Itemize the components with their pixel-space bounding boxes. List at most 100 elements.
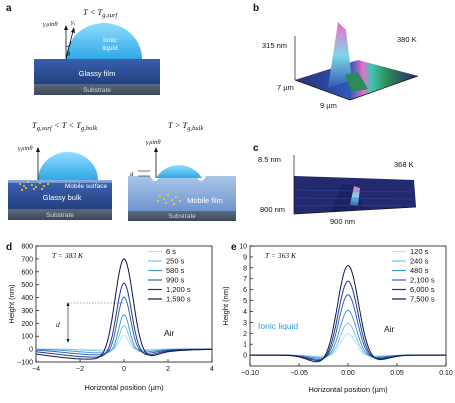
legend-entry: 2,100 s — [410, 276, 435, 285]
legend-entry: 990 s — [166, 276, 185, 285]
y-tick-label: 8 — [243, 265, 247, 272]
mobile-surface-layer — [8, 178, 112, 183]
panel-d-label: d — [6, 242, 12, 253]
legend-entry: 250 s — [166, 257, 185, 266]
ionic-liquid-drop — [66, 23, 142, 59]
condition-left: Tg,surf < T < Tg,bulk — [32, 120, 97, 132]
panel-b: b 315 nm 7 µm 9 µm 380 K — [253, 3, 419, 110]
gamma-sin-left: γlsinθ — [18, 145, 33, 153]
x-tick-label: 0 — [122, 366, 126, 373]
condition-right: T > Tg,bulk — [168, 120, 203, 132]
x-tick-label: 4 — [210, 366, 214, 373]
substrate-left-layer — [8, 209, 112, 220]
legend-entry: 6,000 s — [410, 285, 435, 294]
schematic-bottom-left: Tg,surf < T < Tg,bulk Mobile surface Gla… — [8, 120, 112, 220]
y-tick-label: 4 — [243, 309, 247, 316]
panel-c-label: c — [253, 143, 259, 154]
y-tick-label: 6 — [243, 287, 247, 294]
x-tick-label: −0.10 — [241, 370, 259, 377]
substrate-right-layer — [128, 211, 236, 221]
legend-entry: 480 s — [410, 266, 429, 275]
schematic-top: T < Tg,surf Glassy film Substrate Ionic … — [34, 7, 160, 95]
y-tick-label: −100 — [17, 360, 33, 367]
b-y-label: 7 µm — [277, 83, 294, 92]
y-tick-label: 400 — [21, 295, 33, 302]
y-tick-label: 10 — [239, 244, 247, 251]
panel-c: c 8.5 nm 800 nm 900 nm 368 K — [253, 143, 417, 226]
b-temperature: 380 K — [397, 35, 417, 44]
y-tick-label: 300 — [21, 308, 33, 315]
series-line-480s — [250, 309, 446, 359]
condition-top: T < Tg,surf — [83, 7, 118, 19]
drop-label-1: Ionic — [103, 37, 117, 44]
x-tick-label: 2 — [166, 366, 170, 373]
legend-entry: 1,200 s — [166, 285, 191, 294]
e-ticks: −0.10 −0.05 0.00 0.05 0.10 0 1 2 3 4 5 6 7 8 9 10 — [239, 244, 453, 378]
drop-label-2: liquid — [102, 45, 118, 52]
b-z-label: 315 nm — [262, 41, 287, 50]
substrate-layer — [34, 84, 160, 95]
drop-right — [156, 165, 202, 178]
x-tick-label: 0.05 — [390, 370, 404, 377]
legend-entry: 6 s — [166, 247, 176, 256]
y-tick-label: 0 — [243, 353, 247, 360]
legend-entry: 1,590 s — [166, 295, 191, 304]
glassy-bulk-label: Glassy bulk — [43, 193, 82, 202]
e-lines — [250, 264, 446, 363]
y-tick-label: 500 — [21, 282, 33, 289]
y-tick-label: 9 — [243, 254, 247, 261]
d-xlabel: Horizontal position (µm) — [84, 383, 164, 392]
series-line-1590s — [35, 258, 212, 360]
series-line-580s — [35, 314, 212, 354]
e-xlabel: Horizontal position (µm) — [308, 385, 388, 394]
y-tick-label: 800 — [21, 244, 33, 251]
y-tick-label: 3 — [243, 320, 247, 327]
series-line-6s — [36, 334, 212, 351]
mobile-film-label: Mobile film — [187, 196, 223, 205]
gamma-sin-right: γlsinθ — [146, 139, 161, 147]
series-line-1200s — [35, 282, 212, 358]
y-tick-label: 200 — [21, 321, 33, 328]
y-tick-label: 7 — [243, 276, 247, 283]
glassy-film-label: Glassy film — [79, 69, 116, 78]
panel-a-label: a — [6, 3, 12, 14]
flow-particles-left — [19, 181, 49, 191]
schematic-bottom-right: T > Tg,bulk Mobile film Substrate γlsinθ… — [128, 120, 236, 221]
substrate-label: Substrate — [83, 87, 111, 94]
e-temperature: T = 363 K — [265, 251, 297, 260]
panel-e-label: e — [231, 242, 237, 253]
panel-b-label: b — [253, 3, 259, 14]
d-temperature: T = 383 K — [52, 251, 84, 260]
e-ylabel: Height (nm) — [221, 286, 230, 326]
d-plot-frame — [35, 245, 213, 363]
y-tick-label: 0 — [29, 347, 33, 354]
drop-left — [38, 152, 98, 180]
c-temperature: 368 K — [394, 160, 414, 169]
d-ticks: −4 −2 0 2 4 −100 0 100 200 300 400 500 600 700 800 — [17, 244, 214, 374]
y-tick-label: 2 — [243, 331, 247, 338]
e-annotation-ionic: Ionic liquid — [258, 321, 298, 331]
b-x-label: 9 µm — [320, 101, 337, 110]
series-line-250s — [36, 325, 212, 352]
legend-entry: 240 s — [410, 257, 429, 266]
flow-particles-right — [157, 194, 181, 205]
e-annotation-air: Air — [384, 324, 395, 334]
series-line-7500s — [250, 264, 446, 363]
x-tick-label: −4 — [32, 366, 40, 373]
x-tick-label: −2 — [76, 366, 84, 373]
y-tick-label: 100 — [21, 334, 33, 341]
x-tick-label: 0.10 — [439, 370, 453, 377]
x-tick-label: 0.00 — [341, 370, 355, 377]
panel-a: a T < Tg,surf Glassy film Substrate Ioni… — [6, 3, 236, 221]
mobile-surface-label: Mobile surface — [65, 183, 108, 190]
gamma-label: γl — [71, 19, 76, 27]
surface-peak-b — [328, 22, 352, 88]
y-tick-label: 700 — [21, 256, 33, 263]
legend-entry: 120 s — [410, 247, 429, 256]
c-z-label: 8.5 nm — [258, 155, 281, 164]
theta-label: θ — [67, 51, 71, 58]
x-tick-label: −0.05 — [290, 370, 308, 377]
